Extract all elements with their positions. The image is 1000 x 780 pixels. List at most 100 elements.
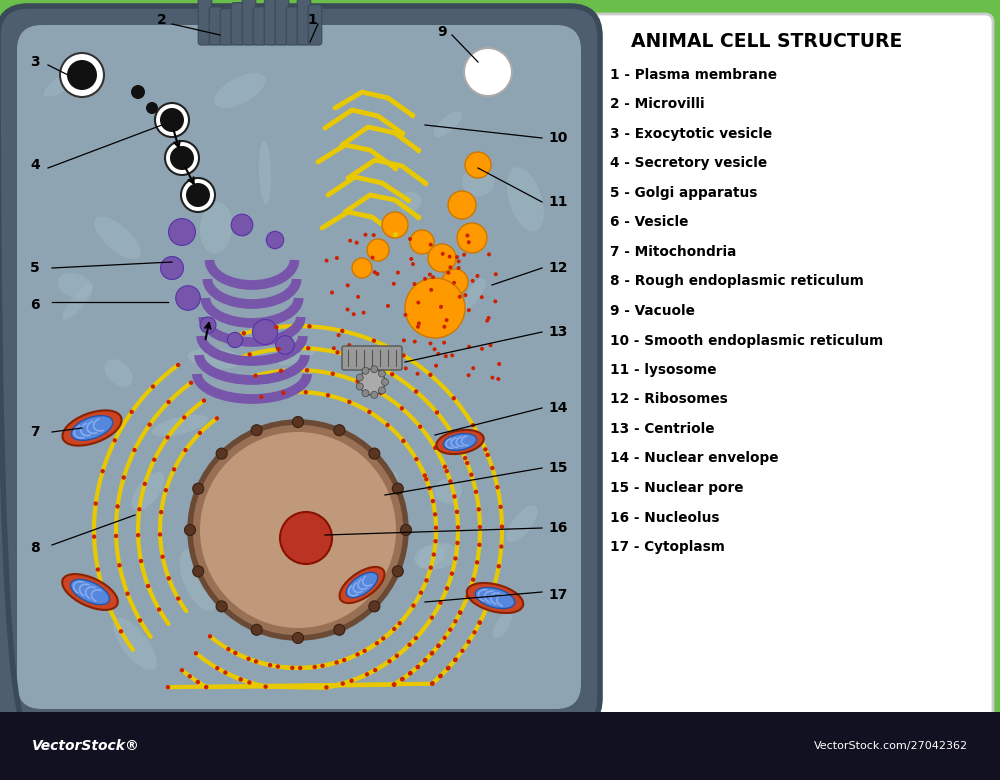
Circle shape [381, 636, 385, 640]
Circle shape [433, 539, 438, 544]
Circle shape [251, 425, 262, 436]
FancyBboxPatch shape [297, 0, 311, 45]
Circle shape [435, 410, 439, 415]
Ellipse shape [44, 61, 96, 97]
Ellipse shape [180, 549, 219, 611]
FancyBboxPatch shape [0, 6, 600, 728]
Ellipse shape [71, 580, 109, 604]
Ellipse shape [131, 472, 165, 511]
Circle shape [117, 563, 122, 568]
Text: 9: 9 [437, 25, 447, 39]
Ellipse shape [417, 544, 444, 569]
FancyBboxPatch shape [308, 5, 322, 45]
Circle shape [362, 310, 366, 314]
Circle shape [477, 507, 481, 512]
Circle shape [478, 620, 482, 625]
Circle shape [136, 533, 140, 537]
Circle shape [392, 363, 396, 367]
Ellipse shape [200, 202, 232, 254]
Circle shape [363, 232, 367, 237]
Circle shape [378, 387, 385, 394]
Circle shape [374, 370, 378, 374]
Circle shape [398, 621, 402, 626]
Ellipse shape [462, 167, 495, 197]
Circle shape [467, 345, 471, 349]
Circle shape [372, 339, 376, 343]
Circle shape [408, 672, 412, 675]
Circle shape [347, 399, 352, 404]
Circle shape [266, 232, 284, 249]
Circle shape [448, 479, 453, 484]
Circle shape [356, 383, 363, 390]
Circle shape [113, 438, 117, 442]
Circle shape [372, 233, 376, 237]
Circle shape [392, 627, 396, 631]
Text: 12 - Ribosomes: 12 - Ribosomes [610, 392, 728, 406]
Circle shape [401, 353, 406, 357]
Circle shape [493, 300, 497, 303]
Circle shape [352, 312, 356, 316]
Text: ANIMAL CELL STRUCTURE: ANIMAL CELL STRUCTURE [631, 33, 903, 51]
Circle shape [164, 488, 168, 492]
Circle shape [407, 643, 412, 647]
Text: 7 - Mitochondria: 7 - Mitochondria [610, 245, 736, 259]
Circle shape [200, 317, 216, 333]
Circle shape [414, 389, 418, 394]
Circle shape [463, 456, 467, 460]
Circle shape [458, 295, 462, 299]
Circle shape [450, 353, 454, 357]
Circle shape [446, 665, 451, 670]
Circle shape [480, 295, 484, 300]
Circle shape [464, 48, 512, 96]
Circle shape [416, 665, 420, 669]
Circle shape [369, 448, 380, 459]
Circle shape [170, 146, 194, 170]
Circle shape [409, 257, 413, 261]
Circle shape [326, 393, 330, 398]
Circle shape [152, 458, 156, 462]
Circle shape [405, 278, 465, 338]
Circle shape [122, 475, 126, 480]
Circle shape [453, 658, 457, 662]
Circle shape [385, 423, 390, 427]
Circle shape [158, 532, 162, 537]
FancyBboxPatch shape [242, 0, 256, 45]
Circle shape [480, 347, 484, 351]
Circle shape [427, 486, 432, 491]
Circle shape [436, 644, 441, 647]
Ellipse shape [340, 558, 363, 591]
Circle shape [438, 674, 442, 679]
Circle shape [176, 597, 180, 601]
Circle shape [400, 406, 404, 410]
Circle shape [430, 682, 434, 686]
Circle shape [346, 307, 350, 311]
Ellipse shape [214, 73, 265, 108]
Circle shape [465, 152, 491, 178]
Ellipse shape [434, 479, 462, 504]
Circle shape [430, 651, 434, 656]
Circle shape [448, 254, 452, 259]
FancyBboxPatch shape [209, 7, 223, 45]
Circle shape [400, 677, 404, 682]
Circle shape [254, 659, 258, 664]
Circle shape [359, 369, 385, 395]
Circle shape [392, 682, 396, 687]
Circle shape [448, 627, 452, 632]
Circle shape [463, 293, 467, 297]
Circle shape [180, 668, 184, 672]
Circle shape [487, 316, 491, 320]
Ellipse shape [436, 430, 484, 454]
Ellipse shape [152, 415, 208, 437]
Circle shape [268, 663, 272, 668]
Ellipse shape [343, 576, 364, 611]
Circle shape [416, 300, 420, 304]
Circle shape [277, 347, 281, 351]
Circle shape [469, 473, 474, 477]
Circle shape [92, 534, 96, 539]
Text: 6 - Vesicle: 6 - Vesicle [610, 215, 688, 229]
Circle shape [445, 469, 449, 473]
Circle shape [216, 601, 227, 612]
Circle shape [337, 333, 341, 337]
Text: 4 - Secretory vesicle: 4 - Secretory vesicle [610, 157, 767, 171]
Circle shape [465, 461, 469, 465]
